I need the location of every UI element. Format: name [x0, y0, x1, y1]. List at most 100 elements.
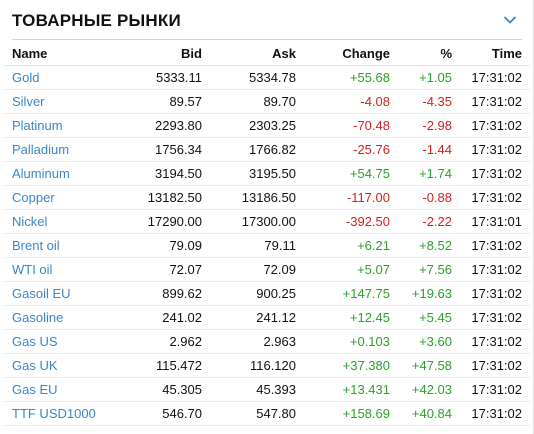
table-row[interactable]: WTI oil 72.07 72.09 +5.07 +7.56 17:31:02: [4, 257, 530, 282]
bid-cell: 13182.50: [122, 185, 210, 210]
ask-cell: 45.393: [210, 377, 304, 402]
column-header-ask[interactable]: Ask: [210, 42, 304, 66]
commodity-name-link[interactable]: Silver: [4, 89, 122, 114]
commodity-name-link[interactable]: Palladium: [4, 137, 122, 162]
table-row[interactable]: Copper 13182.50 13186.50 -117.00 -0.88 17:31:…: [4, 185, 530, 210]
ask-cell: 5334.78: [210, 65, 304, 90]
ask-cell: 79.11: [210, 233, 304, 258]
ask-cell: 241.12: [210, 305, 304, 330]
change-cell: +13.431: [304, 377, 398, 402]
ask-cell: 89.70: [210, 89, 304, 114]
percent-change-cell: -1.44: [398, 137, 460, 162]
bid-cell: 115.472: [122, 353, 210, 378]
commodity-name-link[interactable]: Nickel: [4, 209, 122, 234]
change-cell: +158.69: [304, 401, 398, 426]
table-row[interactable]: Gas UK 115.472 116.120 +37.380 +47.58 17:31:0…: [4, 353, 530, 378]
bid-cell: 2.962: [122, 329, 210, 354]
change-cell: +6.21: [304, 233, 398, 258]
time-cell: 17:31:02: [460, 65, 530, 90]
bid-cell: 79.09: [122, 233, 210, 258]
change-cell: +12.45: [304, 305, 398, 330]
time-cell: 17:31:02: [460, 353, 530, 378]
change-cell: -4.08: [304, 89, 398, 114]
percent-change-cell: -4.35: [398, 89, 460, 114]
time-cell: 17:31:02: [460, 305, 530, 330]
commodity-name-link[interactable]: TTF USD1000: [4, 401, 122, 426]
commodity-name-link[interactable]: Gasoil EU: [4, 281, 122, 306]
widget-title: ТОВАРНЫЕ РЫНКИ: [12, 11, 181, 30]
time-cell: 17:31:02: [460, 233, 530, 258]
commodity-name-link[interactable]: Copper: [4, 185, 122, 210]
percent-change-cell: -0.88: [398, 185, 460, 210]
table-row[interactable]: Platinum 2293.80 2303.25 -70.48 -2.98 17:31:0…: [4, 113, 530, 138]
percent-change-cell: +3.60: [398, 329, 460, 354]
percent-change-cell: +5.45: [398, 305, 460, 330]
table-row[interactable]: Brent oil 79.09 79.11 +6.21 +8.52 17:31:02: [4, 233, 530, 258]
change-cell: +147.75: [304, 281, 398, 306]
table-header-row: Name Bid Ask Change % Time: [4, 42, 530, 66]
table-row[interactable]: Gasoil EU 899.62 900.25 +147.75 +19.63 17:31:…: [4, 281, 530, 306]
commodity-name-link[interactable]: Aluminum: [4, 161, 122, 186]
ask-cell: 2303.25: [210, 113, 304, 138]
ask-cell: 2.963: [210, 329, 304, 354]
time-cell: 17:31:02: [460, 401, 530, 426]
bid-cell: 17290.00: [122, 209, 210, 234]
time-cell: 17:31:01: [460, 209, 530, 234]
change-cell: -25.76: [304, 137, 398, 162]
table-row[interactable]: Silver 89.57 89.70 -4.08 -4.35 17:31:02: [4, 89, 530, 114]
column-header-change[interactable]: Change: [304, 42, 398, 66]
time-cell: 17:31:02: [460, 377, 530, 402]
bid-cell: 2293.80: [122, 113, 210, 138]
percent-change-cell: +8.52: [398, 233, 460, 258]
header-divider: [12, 39, 522, 40]
commodity-name-link[interactable]: Brent oil: [4, 233, 122, 258]
change-cell: +5.07: [304, 257, 398, 282]
change-cell: +54.75: [304, 161, 398, 186]
quotes-table: Name Bid Ask Change % Time Gold 5333.11 53…: [4, 42, 530, 426]
chevron-down-icon[interactable]: [502, 12, 518, 28]
table-row[interactable]: TTF USD1000 546.70 547.80 +158.69 +40.84 17:3…: [4, 401, 530, 426]
bid-cell: 3194.50: [122, 161, 210, 186]
table-row[interactable]: Gas EU 45.305 45.393 +13.431 +42.03 17:31:02: [4, 377, 530, 402]
ask-cell: 900.25: [210, 281, 304, 306]
column-header-time[interactable]: Time: [460, 42, 530, 66]
table-row[interactable]: Gasoline 241.02 241.12 +12.45 +5.45 17:31:02: [4, 305, 530, 330]
percent-change-cell: +42.03: [398, 377, 460, 402]
commodity-name-link[interactable]: WTI oil: [4, 257, 122, 282]
time-cell: 17:31:02: [460, 113, 530, 138]
table-row[interactable]: Palladium 1756.34 1766.82 -25.76 -1.44 17:31:…: [4, 137, 530, 162]
percent-change-cell: +47.58: [398, 353, 460, 378]
ask-cell: 116.120: [210, 353, 304, 378]
percent-change-cell: +1.74: [398, 161, 460, 186]
change-cell: -70.48: [304, 113, 398, 138]
commodity-name-link[interactable]: Gasoline: [4, 305, 122, 330]
change-cell: -392.50: [304, 209, 398, 234]
bid-cell: 899.62: [122, 281, 210, 306]
ask-cell: 72.09: [210, 257, 304, 282]
table-row[interactable]: Aluminum 3194.50 3195.50 +54.75 +1.74 17:31:0…: [4, 161, 530, 186]
ask-cell: 13186.50: [210, 185, 304, 210]
commodity-name-link[interactable]: Gold: [4, 65, 122, 90]
time-cell: 17:31:02: [460, 161, 530, 186]
column-header-name[interactable]: Name: [4, 42, 122, 66]
bid-cell: 1756.34: [122, 137, 210, 162]
commodity-name-link[interactable]: Platinum: [4, 113, 122, 138]
commodity-name-link[interactable]: Gas EU: [4, 377, 122, 402]
table-row[interactable]: Gas US 2.962 2.963 +0.103 +3.60 17:31:02: [4, 329, 530, 354]
column-header-bid[interactable]: Bid: [122, 42, 210, 66]
change-cell: +37.380: [304, 353, 398, 378]
table-row[interactable]: Gold 5333.11 5334.78 +55.68 +1.05 17:31:02: [4, 65, 530, 90]
percent-change-cell: +19.63: [398, 281, 460, 306]
change-cell: +55.68: [304, 65, 398, 90]
bid-cell: 45.305: [122, 377, 210, 402]
ask-cell: 1766.82: [210, 137, 304, 162]
widget-header: ТОВАРНЫЕ РЫНКИ: [12, 10, 522, 34]
time-cell: 17:31:02: [460, 137, 530, 162]
bid-cell: 241.02: [122, 305, 210, 330]
table-row[interactable]: Nickel 17290.00 17300.00 -392.50 -2.22 17:31:…: [4, 209, 530, 234]
bid-cell: 89.57: [122, 89, 210, 114]
column-header-percent[interactable]: %: [398, 42, 460, 66]
commodity-name-link[interactable]: Gas US: [4, 329, 122, 354]
commodity-name-link[interactable]: Gas UK: [4, 353, 122, 378]
ask-cell: 3195.50: [210, 161, 304, 186]
